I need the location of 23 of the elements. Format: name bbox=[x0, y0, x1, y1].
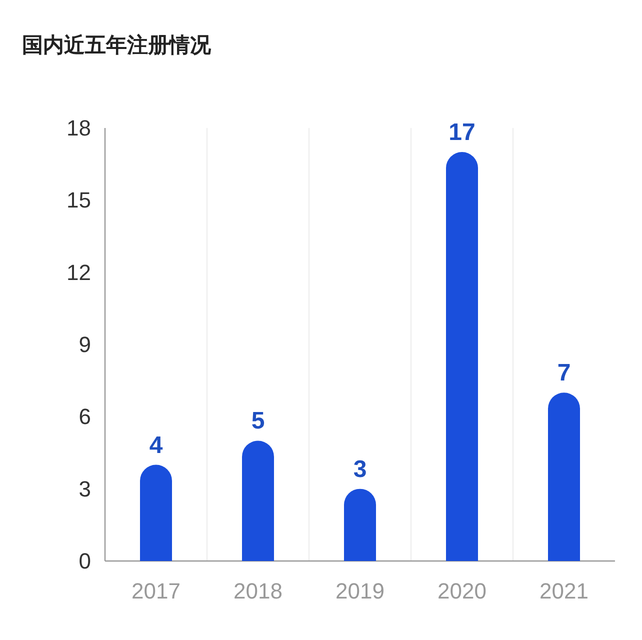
x-tick-label: 2019 bbox=[336, 578, 384, 604]
y-tick-label: 6 bbox=[78, 404, 91, 430]
bar bbox=[242, 440, 274, 561]
data-label: 7 bbox=[557, 360, 571, 387]
y-tick-label: 3 bbox=[78, 476, 91, 502]
bar bbox=[548, 392, 580, 561]
y-tick-label: 18 bbox=[66, 116, 91, 140]
data-label: 4 bbox=[149, 432, 164, 459]
x-tick-label: 2017 bbox=[132, 578, 180, 604]
y-tick-label: 15 bbox=[66, 188, 91, 213]
y-tick-label: 0 bbox=[78, 548, 91, 574]
bar bbox=[446, 152, 478, 561]
x-tick-label: 2021 bbox=[540, 578, 588, 604]
bar bbox=[344, 488, 376, 561]
data-label: 17 bbox=[448, 119, 476, 146]
x-tick-label: 2018 bbox=[234, 578, 282, 604]
x-tick-label: 2020 bbox=[438, 578, 486, 604]
chart-title: 国内近五年注册情况 bbox=[22, 33, 212, 57]
data-label: 5 bbox=[251, 408, 265, 435]
bar bbox=[140, 464, 172, 561]
y-tick-label: 12 bbox=[66, 260, 91, 285]
y-tick-label: 9 bbox=[78, 332, 91, 357]
data-label: 3 bbox=[353, 456, 367, 483]
